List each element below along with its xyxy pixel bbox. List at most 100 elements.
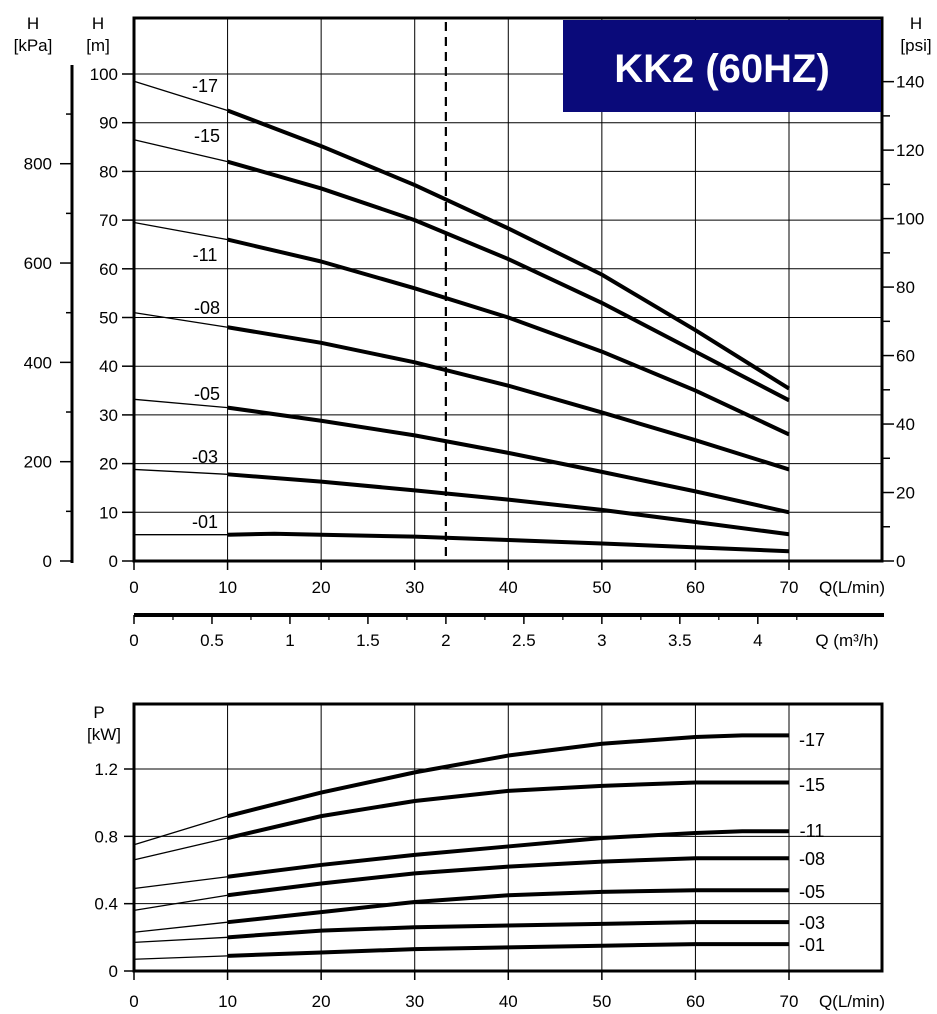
head-curve [227,405,790,515]
head-curve-label: -05 [194,384,220,404]
head-curve-label: -08 [194,298,220,318]
q-axis-ticks: 0 10 20 30 40 50 60 70 [129,561,798,597]
kpa-tick-label: 200 [24,453,52,472]
m3h-tick-label: 3 [597,631,606,650]
power-curve [227,856,789,898]
chart-title: KK2 (60HZ) [614,47,830,91]
power-curve [227,733,789,819]
psi-axis-label-symbol: H [910,14,922,33]
head-curves: -17 -15 -11 -08 -05 -03 -01 [133,76,791,554]
power-q-axis-ticks: 0 10 20 30 40 50 60 70 [129,971,798,1011]
q-axis-label: Q(L/min) [819,578,885,597]
kpa-axis-ticks: 0 200 400 600 800 [24,113,72,571]
m3h-tick-label: 2 [441,631,450,650]
psi-tick-label: 60 [896,347,915,366]
power-curve-label: -05 [799,882,825,902]
power-axis-ticks: 0 0.4 0.8 1.2 [94,760,134,981]
head-curve-label: -17 [192,76,218,96]
power-curve-label: -08 [799,849,825,869]
power-q-tick-label: 0 [129,992,138,1011]
head-curve-thin [133,221,228,241]
power-q-axis-label: Q(L/min) [819,992,885,1011]
power-curve-label: -11 [800,821,825,841]
power-axis-label-symbol: P [93,703,104,722]
head-curve-thin [133,80,228,112]
m3h-tick-label: 2.5 [512,631,536,650]
power-curve-label: -03 [799,913,825,933]
q-tick-label: 60 [686,578,705,597]
m3h-tick-label: 1.5 [356,631,380,650]
power-tick-label: 0 [109,962,118,981]
head-curve-thin [133,311,228,328]
power-curve-thin [133,955,228,960]
kpa-tick-label: 0 [43,552,52,571]
head-curve [227,472,790,537]
q-tick-label: 70 [780,578,799,597]
kpa-tick-label: 800 [24,155,52,174]
psi-tick-label: 140 [896,73,924,92]
m-axis-label-unit: [m] [86,36,110,55]
power-curve-label: -15 [799,775,825,795]
head-curve-thin [133,468,228,475]
power-curve-label: -17 [799,730,825,750]
head-curve [226,108,791,391]
psi-tick-label: 40 [896,415,915,434]
m-axis-ticks: 0 10 20 30 40 50 60 70 80 90 100 [90,65,134,571]
power-q-tick-label: 50 [592,992,611,1011]
head-curve [227,325,790,472]
head-curve-thin [133,139,228,163]
power-curve [227,780,789,840]
m-tick-label: 20 [99,455,118,474]
head-curve-label: -03 [192,447,218,467]
m-tick-label: 90 [99,114,118,133]
power-curve [227,942,789,958]
power-tick-label: 1.2 [94,760,118,779]
psi-tick-label: 0 [896,552,905,571]
power-q-tick-label: 60 [686,992,705,1011]
power-curve-thin [133,876,228,890]
head-curve [227,159,790,403]
m3h-axis-label: Q (m³/h) [815,631,878,650]
power-curves: -17 -15 -11 -08 -05 -03-01 [133,730,825,960]
head-curve-label: -11 [193,245,218,265]
power-curve-thin [133,936,228,944]
m-tick-label: 100 [90,65,118,84]
q-tick-label: 20 [312,578,331,597]
m3h-tick-label: 1 [285,631,294,650]
head-curve-label: -15 [194,126,220,146]
m-tick-label: 40 [99,357,118,376]
power-q-tick-label: 10 [218,992,237,1011]
power-curve-thin [133,894,228,912]
psi-axis-ticks: 0 20 40 60 80 100 120 140 [882,73,924,571]
power-curve [227,920,789,940]
kpa-axis-label-unit: [kPa] [14,36,53,55]
power-curve-label: -01 [799,935,825,955]
m3h-tick-label: 4 [753,631,762,650]
m3h-axis-ticks: 0 0.5 1 1.5 2 2.5 3 3.5 4 [129,615,798,650]
m-tick-label: 60 [99,260,118,279]
m-tick-label: 50 [99,309,118,328]
power-curve-thin [133,921,228,933]
power-curve-thin [133,837,228,861]
head-curve-label: -01 [192,512,218,532]
power-q-tick-label: 70 [780,992,799,1011]
psi-tick-label: 100 [896,210,924,229]
m-tick-label: 0 [109,552,118,571]
q-tick-label: 0 [129,578,138,597]
power-curve [227,829,789,879]
power-q-tick-label: 20 [312,992,331,1011]
psi-tick-label: 120 [896,141,924,160]
power-chart-grid [134,704,882,971]
m3h-tick-label: 0 [129,631,138,650]
power-axis-label-unit: [kW] [87,725,121,744]
m-tick-label: 80 [99,162,118,181]
power-curve [227,888,789,925]
power-curve-thin [133,815,228,846]
psi-tick-label: 80 [896,278,915,297]
psi-axis-label-unit: [psi] [900,36,931,55]
power-q-tick-label: 30 [405,992,424,1011]
head-curve [227,531,790,554]
kpa-tick-label: 600 [24,254,52,273]
kpa-tick-label: 400 [24,353,52,372]
title-box [563,20,881,112]
